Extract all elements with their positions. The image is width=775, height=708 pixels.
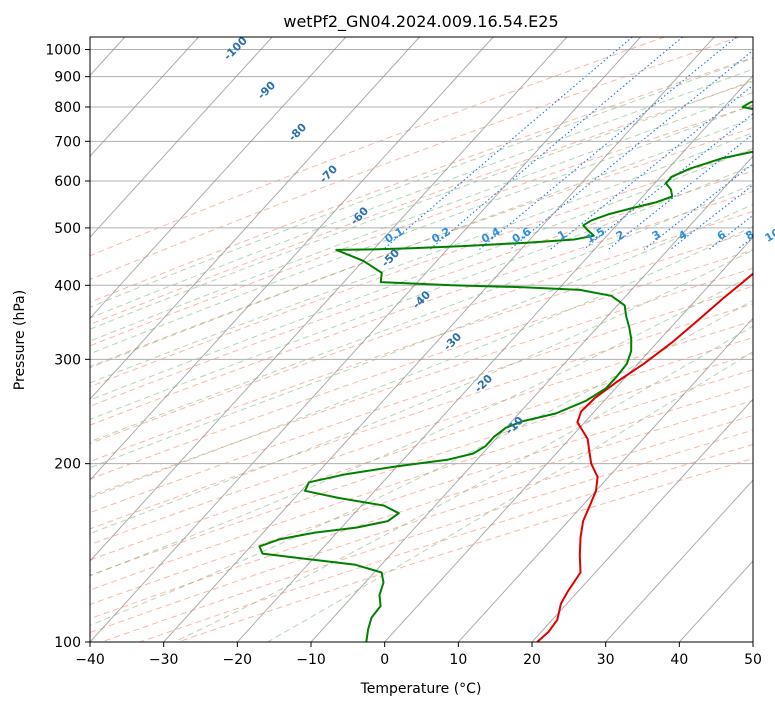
- isotherm-line: [236, 74, 753, 642]
- x-axis-ticks: −40 −30 −20 −10 0 10 20 30 40 50: [75, 642, 762, 668]
- x-axis-label: Temperature (°C): [360, 681, 482, 697]
- dry-adiabat-line: [90, 37, 665, 257]
- chart-title: wetPf2_GN04.2024.009.16.54.E25: [283, 12, 558, 32]
- isotherm-line: [90, 37, 568, 562]
- isotherm-line: [310, 155, 753, 642]
- dry-adiabat-line: [90, 267, 753, 497]
- dry-adiabat-line: [90, 320, 753, 546]
- x-tick-label: −40: [75, 652, 105, 668]
- y-tick-label: 400: [54, 278, 81, 294]
- moist-adiabat-line: [173, 325, 753, 642]
- moist-adiabat-line: [90, 203, 753, 469]
- x-tick-label: 0: [380, 652, 389, 668]
- dry-adiabat-line: [90, 37, 740, 281]
- x-tick-label: 30: [597, 652, 615, 668]
- moist-adiabat-line: [90, 79, 753, 330]
- isotherm-line: [90, 37, 420, 400]
- dry-adiabats: [90, 37, 753, 642]
- mixing-ratio-line: [509, 49, 753, 250]
- moist-adiabat-line: [90, 91, 753, 342]
- x-tick-label: 10: [449, 652, 467, 668]
- dry-adiabat-line: [90, 230, 753, 463]
- skewed-isotherms: [90, 37, 753, 642]
- mixing-ratio-lines: [383, 37, 753, 250]
- moist-adiabat-line: [267, 351, 753, 642]
- isotherm-line: [163, 37, 715, 642]
- isotherm-line: [90, 37, 273, 238]
- dry-adiabat-line: [90, 369, 753, 591]
- moist-adiabat-line: [90, 68, 753, 319]
- x-tick-label: 50: [744, 652, 762, 668]
- isotherm-line: [384, 236, 753, 642]
- y-tick-label: 1000: [45, 43, 81, 59]
- isotherm-line: [90, 37, 347, 319]
- dry-adiabat-line: [90, 149, 753, 388]
- x-tick-label: −10: [296, 652, 326, 668]
- y-tick-label: 800: [54, 100, 81, 116]
- dry-adiabat-line: [90, 303, 753, 530]
- isotherm-line: [605, 479, 753, 642]
- isotherm-line: [90, 37, 494, 481]
- mixing-ratio-line: [429, 37, 683, 250]
- moist-adiabat-line: [90, 249, 753, 535]
- y-tick-label: 600: [54, 174, 81, 190]
- dry-adiabat-line: [90, 170, 753, 407]
- mixing-ratio-line: [583, 113, 753, 250]
- moist-adiabats: [90, 57, 753, 642]
- profile-line: [536, 272, 753, 642]
- x-tick-label: −20: [223, 652, 253, 668]
- moist-adiabat-line: [90, 104, 753, 355]
- x-tick-label: 40: [670, 652, 688, 668]
- y-axis-ticks: 1000 900 800 700 600 500 400 300 200 100: [45, 43, 90, 651]
- y-tick-label: 500: [54, 221, 81, 237]
- moist-adiabat-line: [90, 132, 753, 384]
- moist-adiabat-line: [90, 299, 753, 626]
- dry-adiabat-line: [90, 56, 753, 303]
- moist-adiabat-line: [90, 57, 753, 308]
- mixing-ratio-line: [643, 162, 753, 250]
- data-series: [258, 100, 753, 642]
- y-tick-label: 700: [54, 134, 81, 150]
- x-tick-label: −30: [149, 652, 179, 668]
- moist-adiabat-line: [90, 183, 753, 443]
- dry-adiabat-line: [90, 353, 753, 576]
- y-tick-label: 300: [54, 352, 81, 368]
- moist-adiabat-line: [90, 117, 753, 369]
- y-tick-label: 900: [54, 70, 81, 86]
- isotherm-line: [457, 317, 753, 642]
- y-tick-label: 100: [54, 635, 81, 651]
- plot-frame: [89, 36, 754, 643]
- isotherm-line: [90, 37, 641, 642]
- profile-line: [258, 100, 753, 642]
- x-tick-label: 20: [523, 652, 541, 668]
- isotherm-line: [531, 398, 753, 642]
- plot-area: [90, 37, 753, 642]
- dry-adiabat-line: [90, 190, 753, 426]
- y-tick-label: 200: [54, 457, 81, 473]
- dry-adiabat-line: [90, 210, 753, 445]
- y-axis-label: Pressure (hPa): [12, 290, 28, 390]
- isotherm-line: [90, 37, 199, 158]
